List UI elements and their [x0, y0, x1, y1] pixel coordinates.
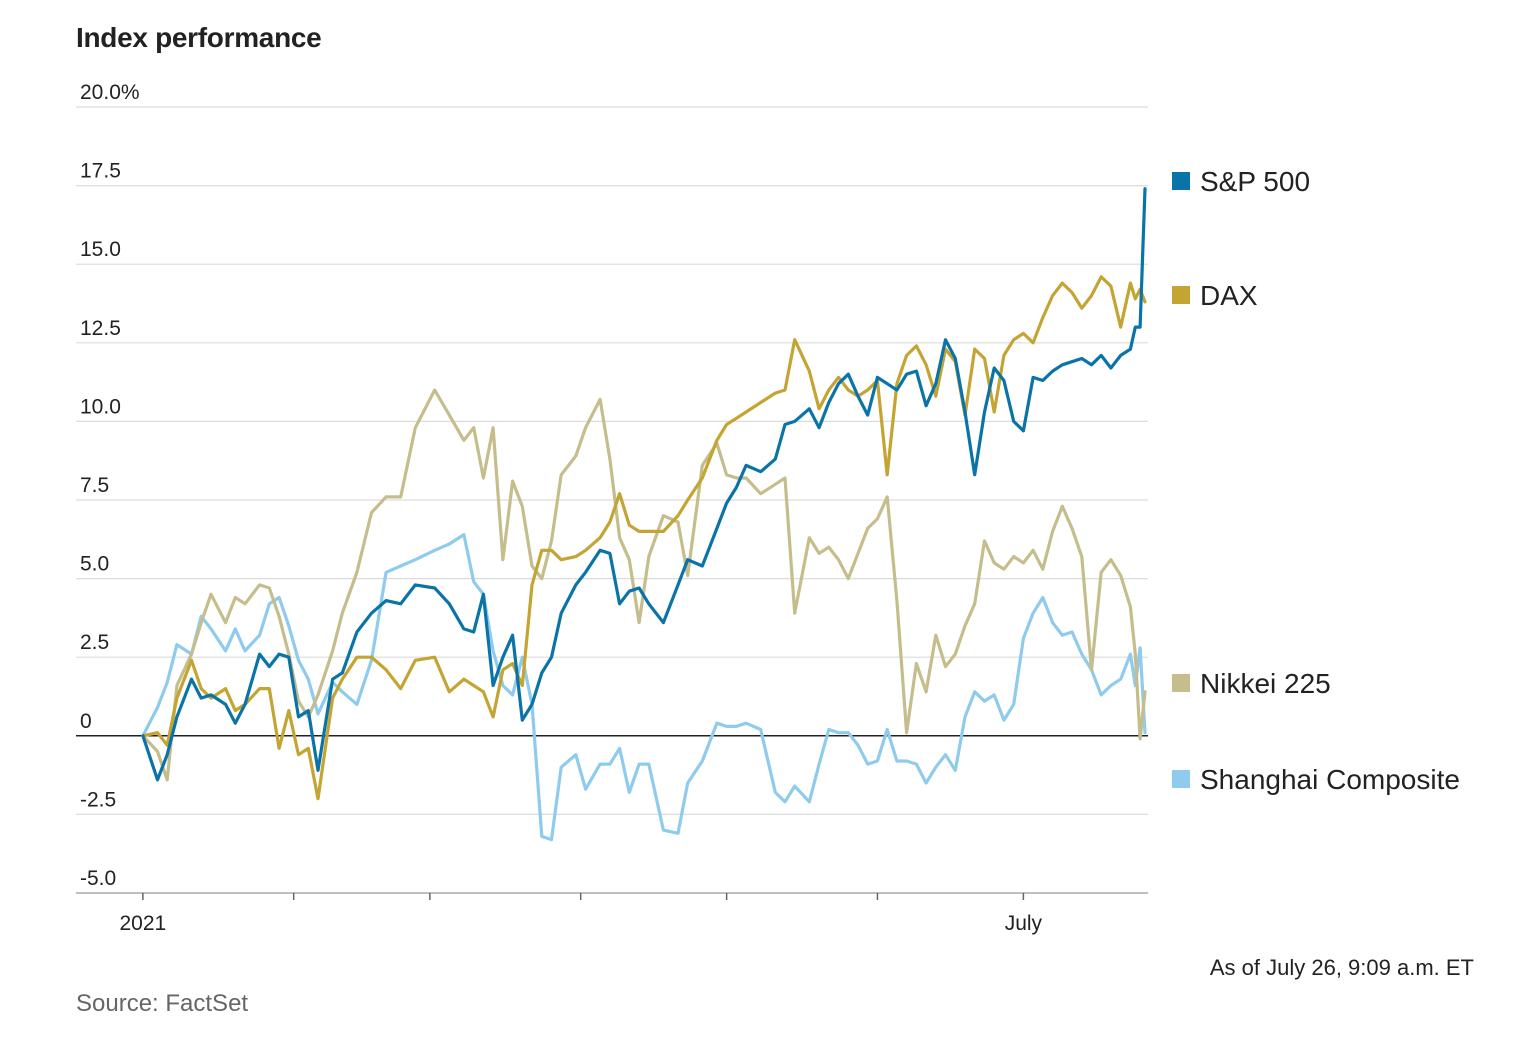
y-tick-label: 10.0 — [80, 395, 121, 418]
x-tick-label: 2021 — [120, 912, 167, 935]
y-tick-label: 0 — [80, 710, 92, 733]
series-line — [141, 533, 1147, 842]
legend-swatch — [1172, 286, 1190, 304]
series-line — [141, 187, 1147, 782]
legend-swatch — [1172, 770, 1190, 788]
axes: 20.0% 17.5 15.0 12.5 10.0 7.5 5.0 2.5 0 -2.5 -5.02… — [76, 81, 1148, 935]
y-tick-label: -5.0 — [80, 867, 116, 890]
chart-title: Index performance — [76, 22, 322, 53]
gridlines — [76, 106, 1148, 816]
legend-swatch — [1172, 172, 1190, 190]
y-tick-label: -2.5 — [80, 788, 116, 811]
legend-label: S&P 500 — [1200, 166, 1310, 197]
y-tick-label: 5.0 — [80, 553, 109, 576]
source-credit: Source: FactSet — [76, 990, 249, 1017]
y-tick-label: 15.0 — [80, 238, 121, 261]
series-line — [141, 388, 1147, 782]
y-tick-label: 17.5 — [80, 160, 121, 183]
legend-label: DAX — [1200, 280, 1258, 311]
legend-swatch — [1172, 674, 1190, 692]
y-tick-label: 12.5 — [80, 317, 121, 340]
legend: S&P 500 DAX Nikkei 225 Shanghai Composite — [1172, 166, 1460, 795]
series-lines — [141, 187, 1147, 842]
timestamp-note: As of July 26, 9:09 a.m. ET — [1209, 955, 1474, 980]
legend-label: Shanghai Composite — [1200, 764, 1460, 795]
y-tick-label: 20.0% — [80, 81, 140, 104]
y-tick-label: 7.5 — [80, 474, 109, 497]
series-line — [141, 275, 1147, 801]
x-tick-label: July — [1005, 912, 1043, 935]
y-tick-label: 2.5 — [80, 631, 109, 654]
legend-label: Nikkei 225 — [1200, 668, 1331, 699]
